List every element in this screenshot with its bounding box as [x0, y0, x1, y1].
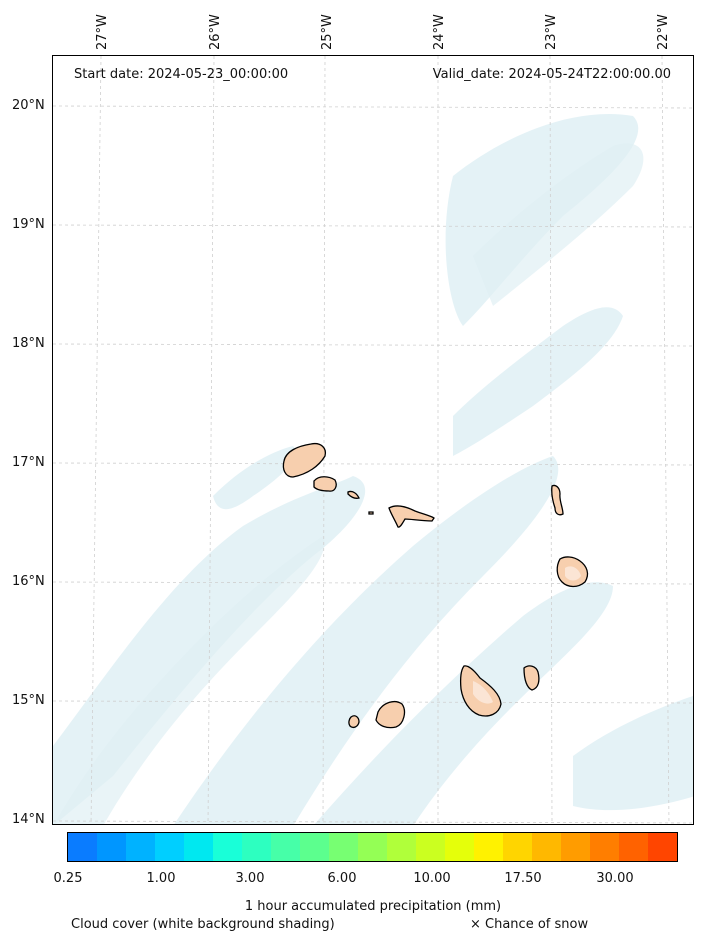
colorbar-segment	[300, 833, 329, 861]
colorbar-segment	[387, 833, 416, 861]
lat-label: 17°N	[12, 455, 45, 470]
colorbar-segment	[242, 833, 271, 861]
cloud-cover-note: Cloud cover (white background shading)	[71, 917, 335, 932]
colorbar-segment	[68, 833, 97, 861]
lat-label: 14°N	[12, 812, 45, 827]
colorbar-segment	[271, 833, 300, 861]
lat-label: 15°N	[12, 693, 45, 708]
island-maio	[523, 665, 540, 691]
map-panel: Start date: 2024-05-23_00:00:00 Valid_da…	[52, 55, 694, 825]
colorbar-tick-label: 0.25	[53, 871, 83, 886]
islands	[282, 442, 589, 729]
colorbar-segment	[358, 833, 387, 861]
lon-label: 23°W	[544, 14, 559, 50]
colorbar-segment	[416, 833, 445, 861]
colorbar-segment	[503, 833, 532, 861]
island-sal	[551, 484, 564, 516]
island-santo-antao	[282, 442, 327, 478]
colorbar-segment	[213, 833, 242, 861]
colorbar-segment	[590, 833, 619, 861]
lat-label: 20°N	[12, 98, 45, 113]
colorbar-tick-label: 3.00	[235, 871, 265, 886]
map-canvas	[53, 56, 693, 824]
colorbar-segment	[561, 833, 590, 861]
island-brava	[348, 715, 360, 729]
lat-label: 19°N	[12, 217, 45, 232]
colorbar-segment	[648, 833, 677, 861]
colorbar-segment	[474, 833, 503, 861]
colorbar-tick-label: 30.00	[596, 871, 634, 886]
lon-label: 24°W	[432, 14, 447, 50]
colorbar-segment	[155, 833, 184, 861]
colorbar-segment	[184, 833, 213, 861]
island-fogo	[375, 701, 406, 729]
lon-label: 26°W	[208, 14, 223, 50]
island-sao-vicente	[313, 476, 337, 492]
island-inner-shading	[473, 566, 581, 704]
lat-label: 18°N	[12, 336, 45, 351]
start-date-label: Start date: 2024-05-23_00:00:00	[74, 67, 289, 82]
colorbar-tick-label: 6.00	[327, 871, 357, 886]
colorbar-tick-label: 1.00	[146, 871, 176, 886]
island-santa-luzia	[347, 490, 360, 499]
snow-chance-note: × Chance of snow	[470, 917, 589, 932]
colorbar-segment	[126, 833, 155, 861]
colorbar-tick-label: 17.50	[504, 871, 542, 886]
graticule	[53, 56, 693, 824]
valid-date-label: Valid_date: 2024-05-24T22:00:00.00	[432, 67, 671, 82]
lat-label: 16°N	[12, 574, 45, 589]
lon-label: 22°W	[656, 14, 671, 50]
island-sao-nicolau	[388, 505, 435, 528]
colorbar-segment	[619, 833, 648, 861]
colorbar-segment	[532, 833, 561, 861]
precipitation-colorbar	[67, 832, 678, 862]
colorbar-tick-label: 10.00	[413, 871, 451, 886]
colorbar-segment	[445, 833, 474, 861]
island-raso	[368, 511, 374, 515]
cloud-shading-light	[54, 143, 644, 824]
colorbar-segment	[97, 833, 126, 861]
lon-label: 27°W	[95, 14, 110, 50]
lon-label: 25°W	[320, 14, 335, 50]
colorbar-title: 1 hour accumulated precipitation (mm)	[244, 899, 502, 914]
colorbar-segment	[329, 833, 358, 861]
